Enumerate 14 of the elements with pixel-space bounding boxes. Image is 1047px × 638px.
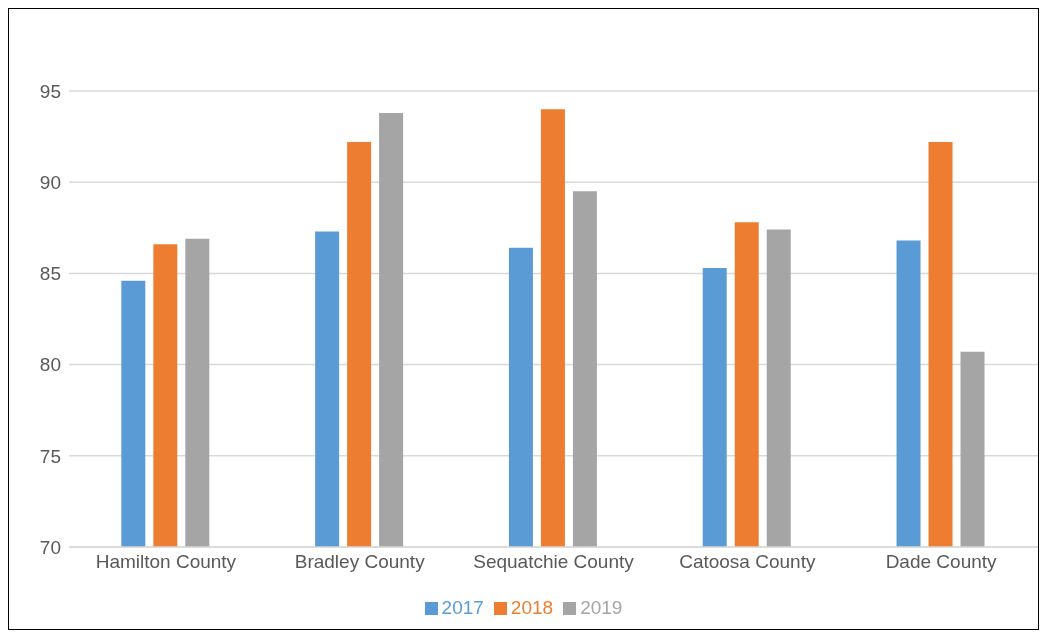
y-tick-label: 70 — [39, 536, 61, 558]
legend-label: 2019 — [580, 597, 623, 618]
x-tick-label: Catoosa County — [679, 551, 816, 573]
y-tick-label: 95 — [39, 80, 61, 102]
y-tick-label: 90 — [39, 171, 61, 193]
legend-label: 2018 — [510, 597, 554, 618]
x-tick-label: Sequatchie County — [473, 551, 635, 573]
y-tick-label: 75 — [39, 445, 61, 467]
y-tick-label: 80 — [39, 354, 61, 376]
x-tick-label: Hamilton County — [95, 551, 237, 573]
y-tick-label: 85 — [39, 263, 61, 285]
legend-label: 2017 — [441, 597, 484, 618]
x-tick-label: Bradley County — [294, 551, 426, 573]
x-tick-label: Dade County — [885, 551, 998, 573]
